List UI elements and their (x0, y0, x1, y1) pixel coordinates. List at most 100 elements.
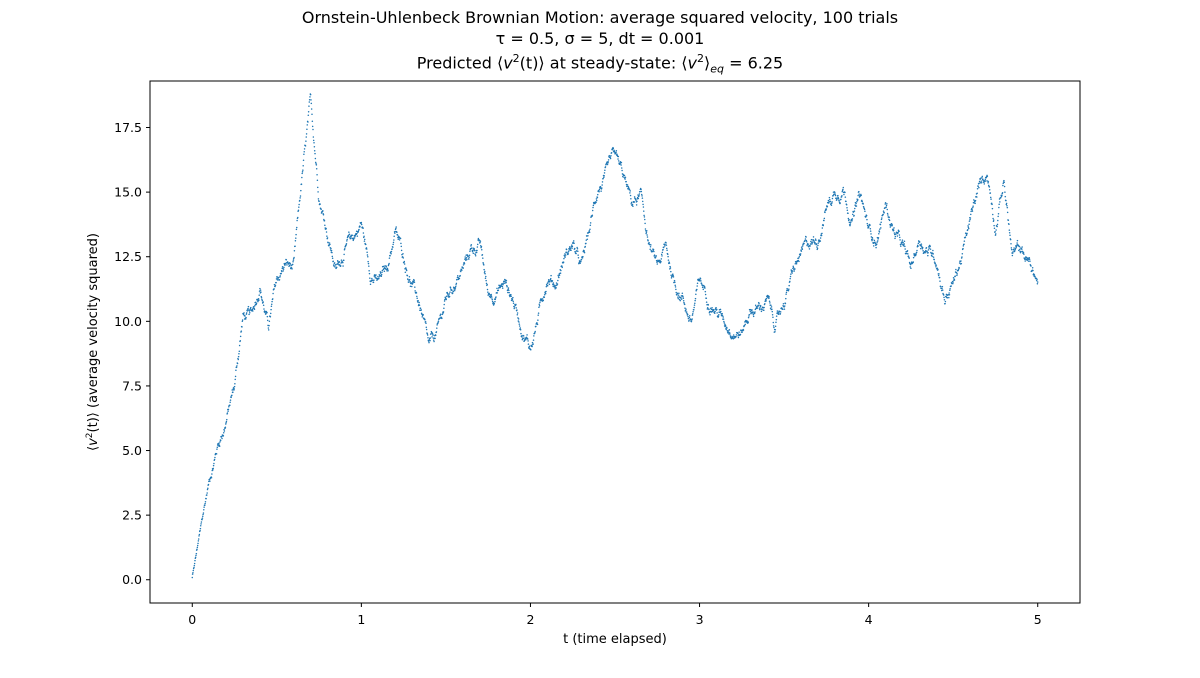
data-point (437, 321, 439, 323)
data-point (373, 274, 376, 276)
data-point (592, 204, 595, 207)
data-point (329, 243, 331, 246)
data-point (773, 326, 775, 329)
data-point (805, 239, 808, 242)
data-point (842, 188, 844, 191)
data-point (279, 275, 281, 277)
data-point (851, 218, 854, 220)
data-point (248, 310, 251, 312)
data-point (726, 329, 729, 332)
data-point (259, 289, 262, 291)
data-point (225, 420, 228, 423)
data-point (944, 300, 947, 303)
data-point (311, 120, 314, 123)
data-point (240, 330, 243, 332)
data-point (353, 237, 356, 239)
data-point (306, 128, 308, 131)
data-point (601, 181, 604, 183)
data-point (692, 310, 694, 313)
data-point (516, 309, 518, 311)
data-point (866, 218, 868, 221)
data-point (513, 306, 516, 308)
data-point (407, 278, 409, 281)
data-point (402, 253, 404, 255)
data-point (567, 253, 569, 256)
data-point (478, 239, 481, 241)
data-point (258, 294, 260, 296)
data-point (729, 333, 731, 335)
data-point (388, 257, 391, 259)
data-point (422, 314, 424, 316)
data-point (443, 303, 445, 306)
data-point (213, 462, 215, 465)
data-point (590, 216, 592, 219)
data-point (888, 216, 891, 218)
data-point (673, 279, 676, 282)
data-point (662, 246, 665, 249)
chart-title-line-2: τ = 0.5, σ = 5, dt = 0.001 (495, 29, 705, 48)
data-point (785, 297, 787, 300)
data-point (505, 280, 508, 282)
data-point (877, 238, 879, 240)
data-point (664, 243, 666, 246)
data-point (462, 267, 464, 269)
data-point (580, 260, 582, 263)
data-point (936, 267, 939, 269)
data-point (619, 163, 621, 165)
data-point (1003, 179, 1005, 182)
data-point (331, 251, 333, 254)
data-point (848, 221, 851, 224)
data-point (932, 256, 935, 258)
data-point (213, 458, 216, 461)
data-point (841, 190, 844, 193)
data-point (831, 202, 833, 204)
data-point (468, 258, 470, 260)
data-point (853, 214, 855, 217)
title-3-mid2: ⟩ (704, 53, 711, 73)
data-point (309, 96, 311, 98)
data-point (245, 313, 248, 315)
data-point (877, 236, 880, 239)
data-point (857, 194, 859, 197)
data-point (530, 349, 532, 351)
data-point (291, 263, 294, 266)
data-point (855, 205, 858, 207)
data-point (424, 318, 426, 321)
data-point (196, 546, 199, 549)
data-point (325, 231, 328, 233)
data-point (760, 305, 762, 307)
data-point (418, 304, 421, 306)
data-point (1032, 269, 1034, 272)
data-point (915, 251, 918, 254)
data-point (483, 264, 485, 266)
data-point (251, 308, 254, 311)
data-point (395, 227, 397, 230)
data-point (849, 221, 852, 224)
data-point (349, 236, 351, 239)
data-point (196, 544, 199, 547)
data-point (815, 243, 818, 245)
x-axis-label: t (time elapsed) (563, 632, 667, 647)
data-point (483, 271, 486, 274)
data-point (200, 521, 203, 523)
data-point (967, 227, 970, 230)
data-point (565, 248, 568, 251)
data-point (204, 500, 207, 503)
data-point (674, 281, 676, 283)
data-point (989, 192, 992, 194)
data-point (230, 396, 232, 399)
data-point (465, 259, 467, 261)
data-point (614, 152, 617, 155)
data-point (300, 183, 303, 185)
data-point (821, 227, 824, 229)
data-point (238, 353, 240, 355)
data-point (482, 257, 484, 259)
data-point (1002, 184, 1004, 187)
data-point (918, 241, 921, 243)
data-point (998, 203, 1000, 205)
data-point (247, 307, 249, 310)
data-point (757, 304, 760, 307)
data-point (826, 205, 829, 207)
data-point (653, 254, 656, 256)
data-point (305, 133, 308, 135)
